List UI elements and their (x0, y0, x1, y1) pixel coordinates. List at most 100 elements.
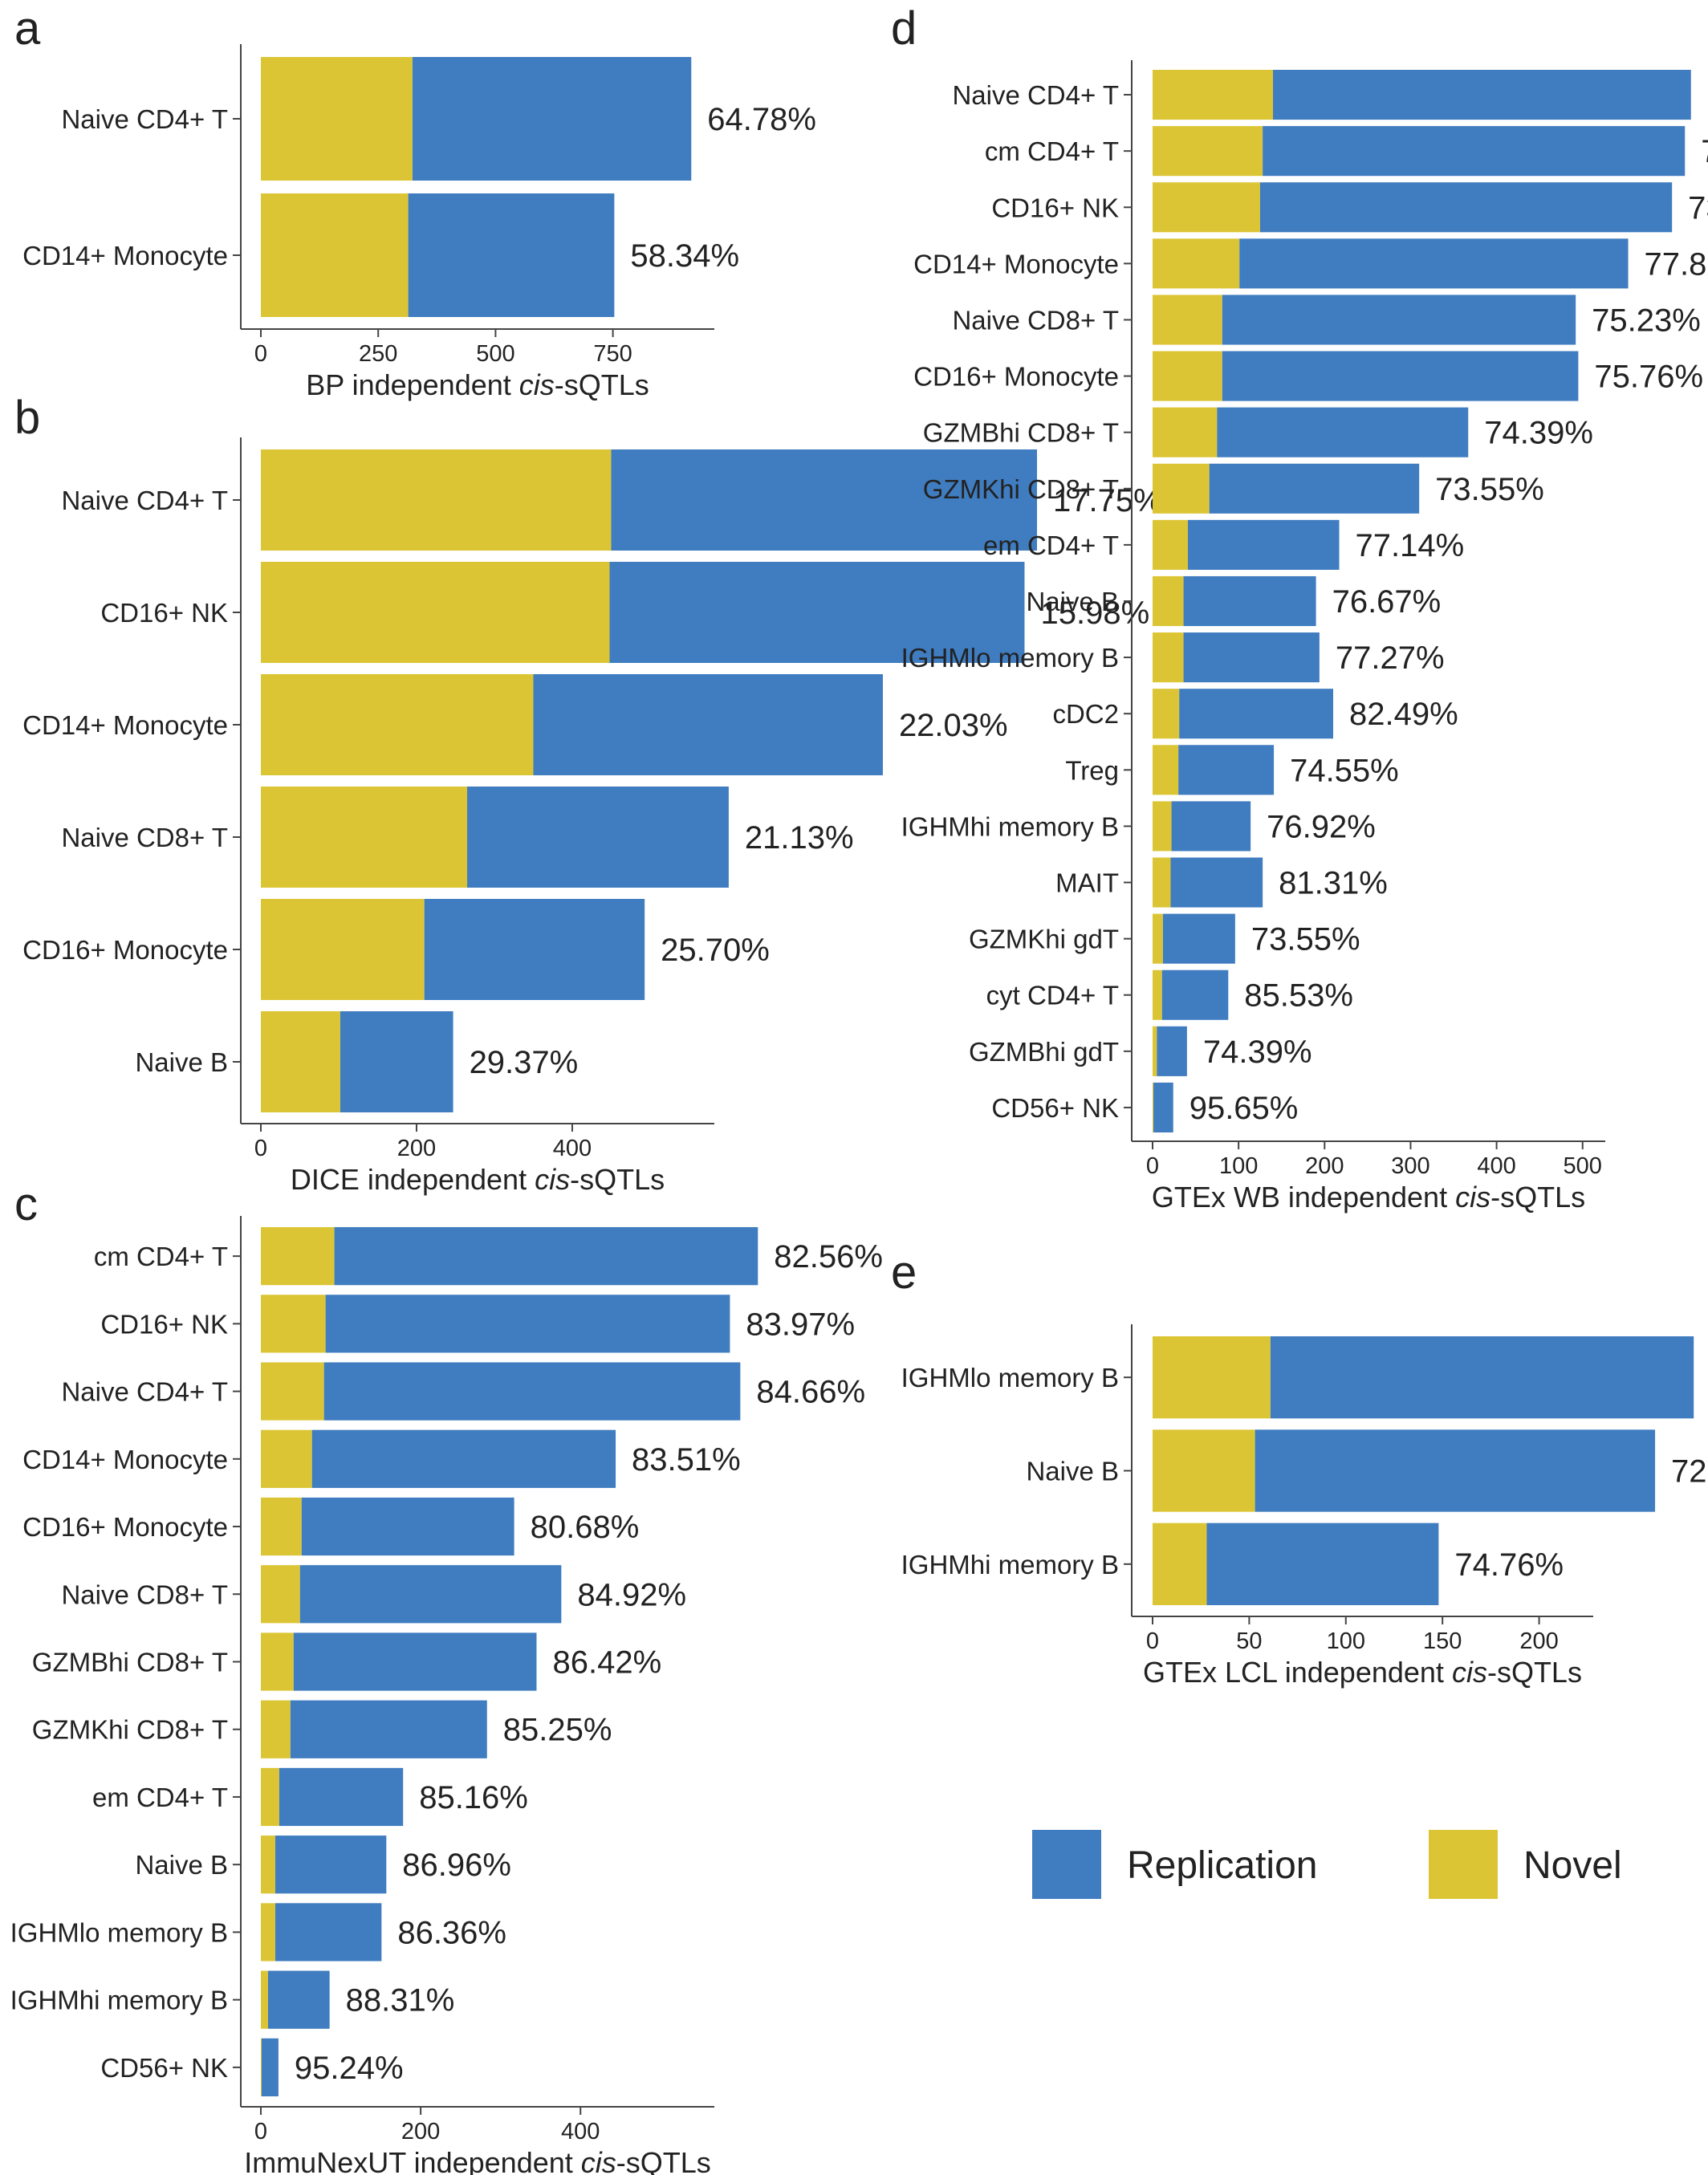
panel-c-data-label: 86.42% (552, 1645, 661, 1681)
panel-b-letter: b (14, 392, 40, 444)
panel-e-bar-novel (1153, 1522, 1207, 1605)
panel-c-x-tick-label: 200 (401, 2119, 440, 2145)
panel-d-letter: d (891, 2, 917, 55)
panel-c-data-label: 80.68% (531, 1510, 640, 1545)
panel-c-bar-replication (274, 1836, 387, 1894)
panel-c-category-label: CD16+ NK (100, 1309, 228, 1339)
panel-c-bar-replication (274, 1903, 382, 1962)
panel-d-bar-novel (1153, 351, 1222, 401)
panel-c-bar-replication (311, 1429, 616, 1488)
panel-c-category-label: CD16+ Monocyte (22, 1512, 228, 1542)
panel-d-category-label: Naive B (1026, 587, 1119, 616)
panel-d-category-label: Naive CD8+ T (952, 305, 1119, 335)
panel-b: b17.75%Naive CD4+ T15.98%CD16+ NK22.03%C… (14, 392, 1162, 1196)
panel-d-data-label: 74.39% (1203, 1035, 1312, 1070)
legend: Replication Novel (1032, 1830, 1622, 1899)
panel-c-data-label: 95.24% (295, 2051, 404, 2086)
panel-b-bar-novel (261, 674, 534, 775)
panel-e-x-axis-label: GTEx LCL independent cis-sQTLs (1143, 1656, 1582, 1689)
panel-e-data-label: 72.02% (1671, 1454, 1708, 1490)
panel-e-x-tick-label: 150 (1423, 1628, 1462, 1654)
panel-d-data-label: 74.39% (1484, 416, 1593, 451)
panel-c-category-label: Naive CD8+ T (61, 1579, 228, 1609)
panel-a-bar-replication (412, 57, 692, 181)
legend-replication-swatch (1032, 1830, 1101, 1899)
panel-c-category-label: IGHMhi memory B (10, 1986, 228, 2015)
panel-c-data-label: 86.36% (397, 1915, 506, 1950)
panel-d-bar-replication (1222, 351, 1579, 401)
panel-d-bar-novel (1153, 1026, 1157, 1076)
panel-d-category-label: GZMBhi CD8+ T (923, 418, 1119, 448)
panel-c-bar-novel (261, 1429, 312, 1488)
panel-d-bar-novel (1153, 575, 1184, 627)
panel-e-bar-replication (1206, 1522, 1439, 1605)
panel-d-bar-novel (1153, 857, 1171, 908)
panel-d-bar-novel (1153, 970, 1162, 1020)
panel-d-x-tick-label: 100 (1219, 1153, 1258, 1179)
panel-c-bar-replication (299, 1565, 562, 1624)
panel-b-x-axis-label: DICE independent cis-sQTLs (291, 1163, 665, 1196)
panel-c-data-label: 84.66% (756, 1375, 865, 1410)
panel-d-bar-replication (1183, 632, 1320, 683)
panel-b-bar-novel (261, 787, 468, 888)
panel-c: c 82.56% cm CD4+ T 83.97% CD16+ NK 84.66% Naiv… (10, 1178, 883, 2175)
panel-b-x-tick-label: 200 (397, 1136, 436, 1161)
panel-b-bar-novel (261, 1011, 340, 1112)
legend-novel-label: Novel (1523, 1844, 1622, 1887)
panel-d-category-label: CD56+ NK (991, 1093, 1119, 1123)
panel-a-x-tick-label: 500 (476, 341, 514, 367)
panel-c-bar-novel (261, 1632, 294, 1691)
panel-e: e77.31%IGHMlo memory B72.02%Naive B74.76… (891, 1246, 1708, 1689)
panel-d-bar-novel (1153, 519, 1188, 570)
panel-d-data-label: 85.53% (1244, 978, 1353, 1014)
panel-c-bar-replication (323, 1362, 741, 1421)
panel-d-bar-replication (1273, 70, 1691, 120)
panel-c-data-label: 85.16% (419, 1780, 528, 1815)
panel-b-category-label: Naive CD4+ T (61, 486, 228, 515)
panel-a-x-tick-label: 250 (359, 341, 397, 367)
panel-e-category-label: IGHMhi memory B (901, 1550, 1119, 1579)
panel-d-data-label: 74.18% (1701, 134, 1708, 169)
panel-d-bar-novel (1153, 238, 1240, 289)
panel-a-x-axis-label: BP independent cis-sQTLs (306, 368, 649, 401)
panel-b-bar-replication (533, 674, 883, 775)
panel-d-bar-novel (1153, 801, 1172, 852)
panel-e-category-label: Naive B (1026, 1457, 1119, 1486)
legend-novel-swatch (1429, 1830, 1498, 1899)
panel-b-bar-replication (424, 899, 645, 1000)
panel-b-bar-replication (467, 787, 729, 888)
panel-d-category-label: IGHMlo memory B (901, 643, 1119, 673)
panel-d-category-label: em CD4+ T (983, 531, 1119, 560)
panel-b-data-label: 17.75% (1053, 483, 1162, 518)
panel-b-category-label: Naive CD8+ T (61, 823, 228, 852)
panel-d-bar-novel (1153, 463, 1210, 514)
panel-d-bar-novel (1153, 407, 1218, 457)
panel-c-letter: c (14, 1178, 38, 1230)
panel-d-bar-replication (1179, 689, 1334, 739)
panel-d-bar-replication (1217, 407, 1469, 457)
panel-e-bar-novel (1153, 1429, 1255, 1512)
panel-d-data-label: 77.88% (1645, 246, 1708, 282)
panel-d-bar-replication (1171, 801, 1251, 852)
panel-d-x-tick-label: 0 (1146, 1153, 1159, 1179)
panel-c-data-label: 85.25% (503, 1713, 612, 1748)
panel-c-bar-novel (261, 2038, 262, 2096)
panel-d-category-label: CD16+ Monocyte (913, 362, 1119, 392)
panel-c-category-label: Naive B (135, 1850, 228, 1880)
panel-c-bar-novel (261, 1767, 279, 1827)
panel-d-category-label: GZMKhi CD8+ T (923, 474, 1119, 504)
panel-d-data-label: 75.76% (1594, 360, 1703, 395)
panel-c-x-axis-label: ImmuNexUT independent cis-sQTLs (244, 2146, 711, 2175)
panel-a-bar-replication (408, 193, 615, 317)
panel-d-bar-replication (1183, 575, 1316, 627)
panel-b-bar-replication (609, 562, 1025, 663)
panel-c-bar-novel (261, 1227, 335, 1286)
panel-a-x-tick-label: 0 (254, 341, 267, 367)
panel-c-bar-novel (261, 1497, 302, 1556)
panel-e-category-label: IGHMlo memory B (901, 1363, 1119, 1392)
panel-e-data-label: 74.76% (1454, 1547, 1564, 1583)
panel-d-data-label: 73.94% (1688, 190, 1708, 226)
panel-c-category-label: Naive CD4+ T (61, 1377, 228, 1407)
panel-d-bar-novel (1153, 913, 1163, 964)
